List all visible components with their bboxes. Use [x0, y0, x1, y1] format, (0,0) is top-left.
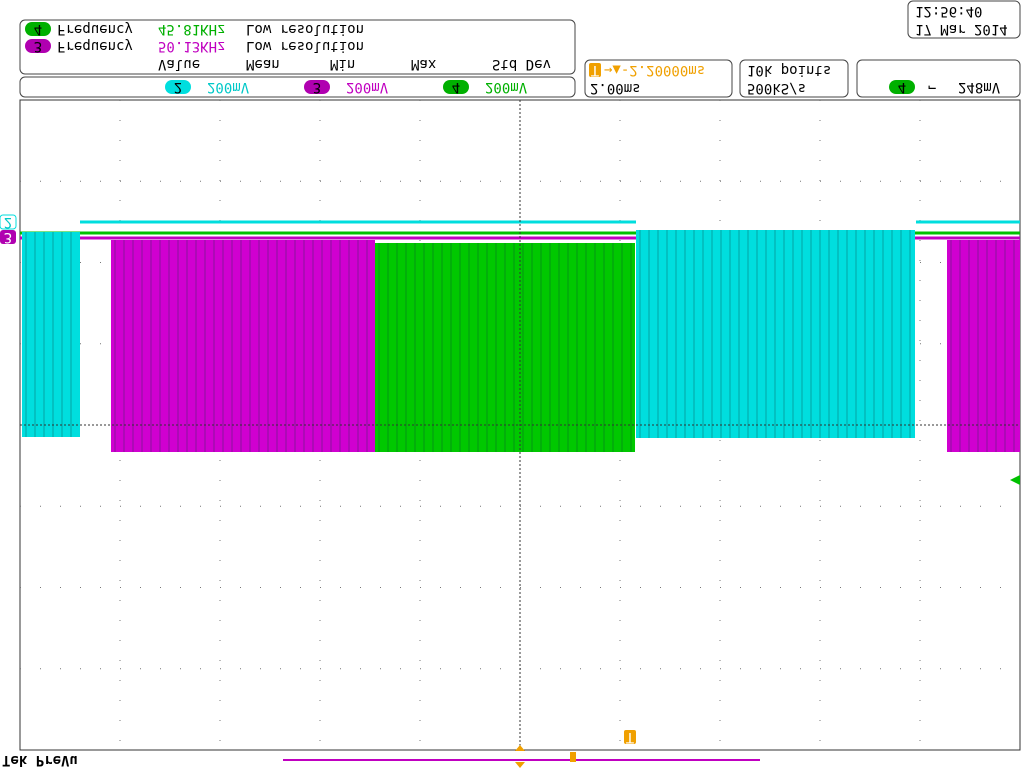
ch3-badge [25, 39, 51, 53]
record-view [570, 752, 576, 762]
acquisition-panel [739, 59, 849, 98]
ch2-burst [22, 232, 80, 437]
brand: Tek PreVu [2, 752, 78, 768]
badge-text: 4 [34, 21, 42, 37]
trig-icon: T [591, 62, 600, 78]
column-header: Min [330, 56, 355, 72]
channel-panel [19, 76, 576, 98]
ch3-burst [111, 240, 375, 452]
trigger-slope: ⌐ [928, 79, 936, 95]
column-header: Std Dev [492, 56, 551, 72]
trig-pos-text: T [626, 729, 635, 745]
burst-edges [25, 230, 1015, 452]
badge-text: 3 [34, 38, 42, 54]
center-marker [515, 762, 525, 768]
column-header: Value [158, 56, 200, 72]
clock-date: 17 Mar 2014 [915, 21, 1008, 37]
measurement-panel [19, 19, 576, 75]
trigger-delay: →▲-2.20000ms [604, 62, 705, 78]
meas-value: 50.13KHz [158, 38, 225, 54]
badge-text: 3 [313, 79, 321, 95]
channel-scale: 200mV [207, 79, 250, 95]
badge-text: 2 [174, 79, 182, 95]
trig-icon-badge [589, 63, 601, 77]
badge-text: 4 [898, 79, 906, 95]
meas-note: Low resolution [246, 21, 364, 37]
column-header: Mean [246, 56, 280, 72]
ch2-marker-text: 2 [4, 214, 12, 230]
meas-label: Frequency [57, 38, 133, 54]
ch4-burst [375, 243, 635, 452]
trigger-level-marker [1010, 475, 1020, 485]
channel-scale: 200mV [346, 79, 389, 95]
horizontal-panel [584, 59, 733, 98]
ch3-burst [947, 240, 1020, 452]
ch2-marker [0, 214, 17, 230]
trigger-level: 248mV [958, 79, 1001, 95]
trig-badge [889, 80, 915, 94]
meas-note: Low resolution [246, 38, 364, 54]
ch3-marker-text: 3 [4, 229, 12, 245]
channel-scale: 200mV [485, 79, 528, 95]
column-header: Max [411, 56, 436, 72]
badge-text: 4 [452, 79, 460, 95]
ch2-burst [636, 230, 915, 438]
center-marker [515, 745, 525, 751]
sample-rate: 500kS/s [747, 80, 806, 96]
waveforms [20, 220, 1020, 452]
meas-value: 45.81KHz [158, 21, 225, 37]
trig-pos-marker [624, 730, 636, 744]
ch4-badge [443, 80, 469, 94]
meas-label: Frequency [57, 21, 133, 37]
ch3-marker [0, 230, 16, 244]
ch3-badge [304, 80, 330, 94]
ch4-badge [25, 22, 51, 36]
ch2-badge [165, 80, 191, 94]
record-length: 10k points [747, 62, 831, 78]
time-per-div: 2.00ms [590, 80, 641, 96]
clock-panel [907, 0, 1021, 39]
clock-time: 12:56:40 [915, 3, 982, 19]
